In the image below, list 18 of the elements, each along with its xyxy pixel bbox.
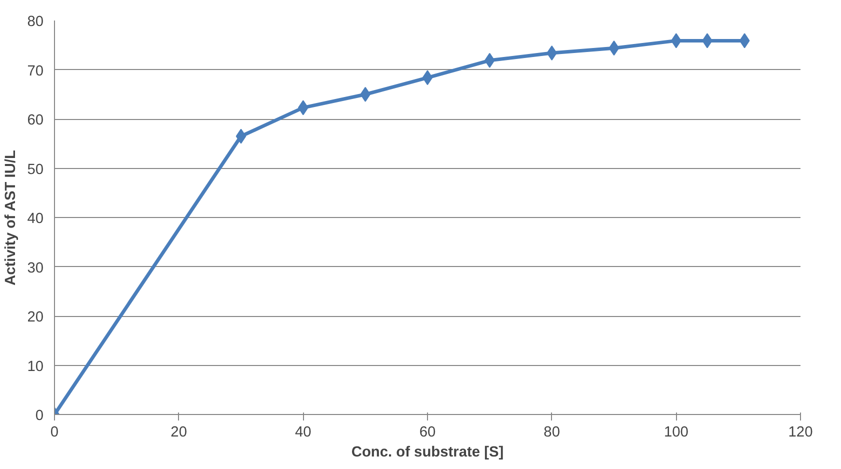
y-tick-label: 0 (35, 408, 44, 424)
x-tick-label: 120 (788, 424, 813, 440)
x-tick-label: 20 (170, 424, 187, 440)
x-tick-label: 80 (544, 424, 560, 440)
x-tick-label: 0 (50, 424, 59, 440)
y-tick-label: 80 (27, 14, 44, 30)
y-tick-label: 60 (27, 112, 44, 128)
y-axis-title: Activity of AST IU/L (3, 150, 20, 286)
y-tick-label: 40 (27, 211, 44, 227)
x-tick-label: 60 (419, 424, 436, 440)
x-axis-title: Conc. of substrate [S] (351, 444, 504, 460)
y-tick-label: 50 (27, 162, 44, 178)
y-tick-label: 10 (27, 358, 44, 375)
y-tick-label: 20 (27, 310, 44, 326)
y-tick-label: 30 (27, 260, 44, 276)
x-tick-label: 100 (664, 424, 688, 440)
x-tick-label: 40 (295, 424, 312, 440)
y-tick-label: 70 (27, 63, 44, 80)
